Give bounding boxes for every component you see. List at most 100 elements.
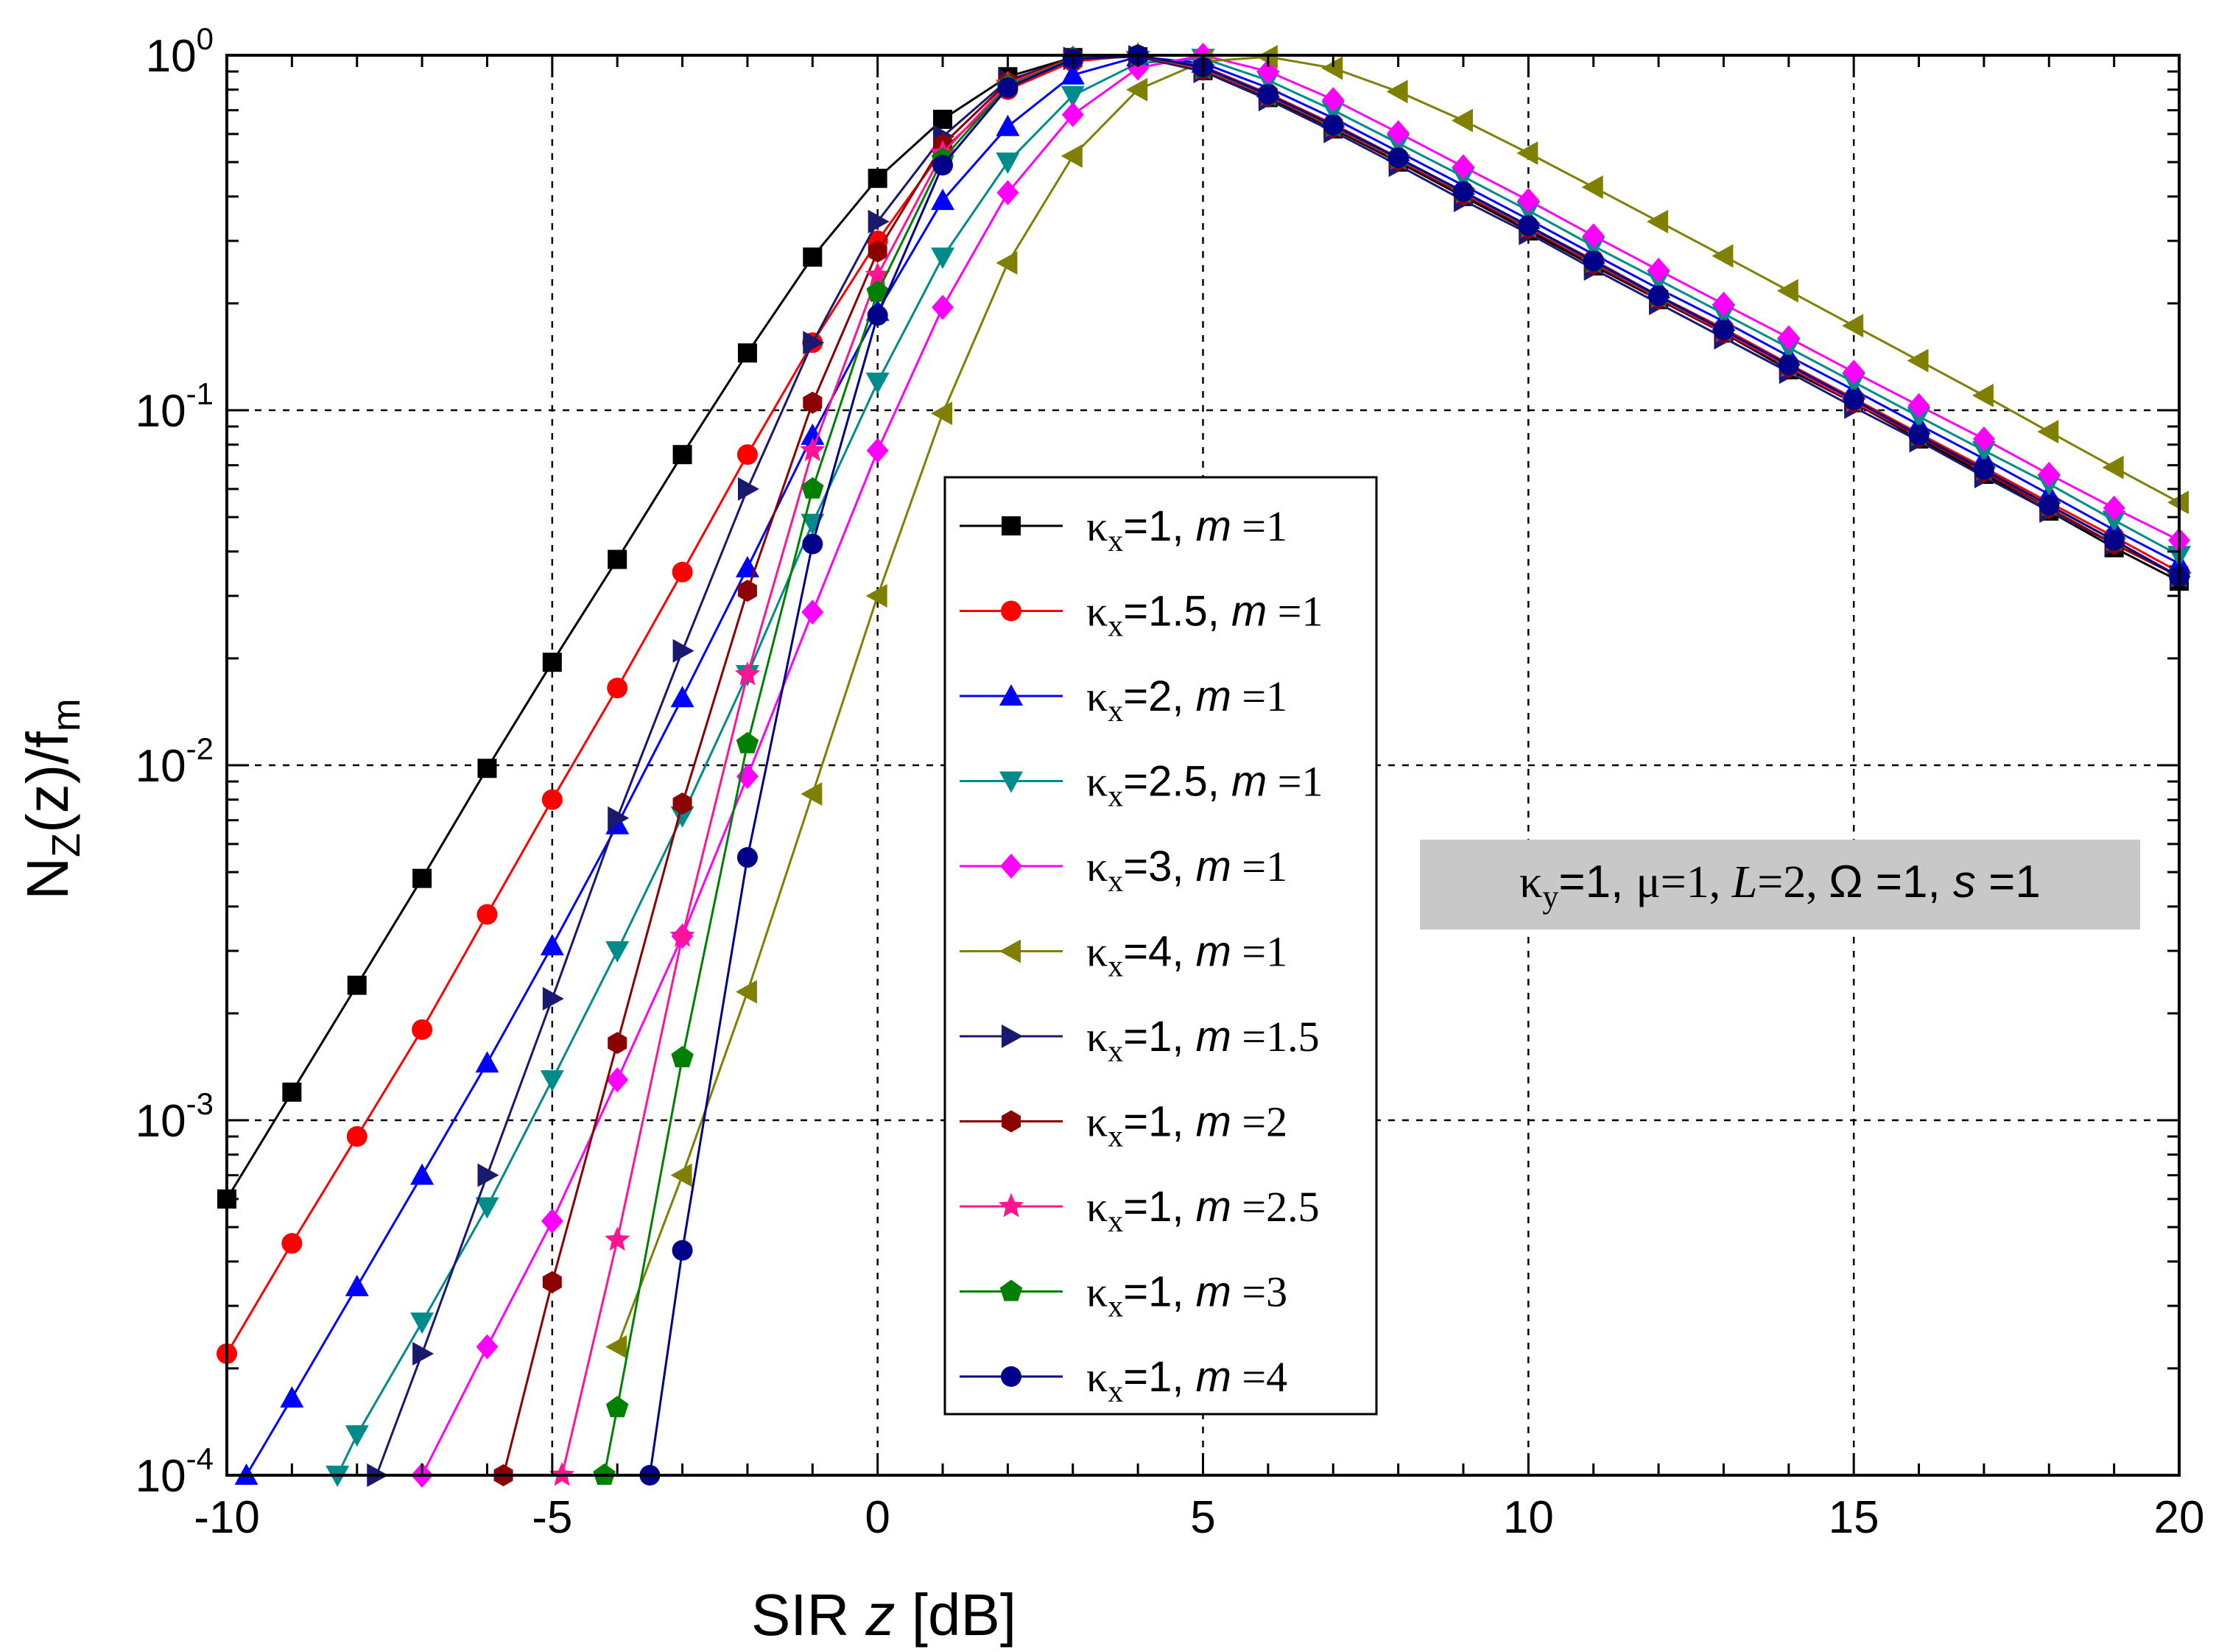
data-point bbox=[737, 477, 759, 501]
data-point bbox=[1061, 102, 1084, 127]
legend-marker bbox=[1000, 854, 1022, 879]
data-point bbox=[1386, 80, 1408, 104]
x-tick-label: -10 bbox=[194, 1492, 260, 1543]
y-tick-base: 10 bbox=[136, 386, 186, 437]
data-point bbox=[866, 437, 889, 463]
y-tick-label: 10-1 bbox=[136, 376, 214, 437]
y-tick-base: 10 bbox=[146, 31, 197, 82]
x-tick-label: 15 bbox=[1829, 1492, 1879, 1543]
data-point bbox=[932, 155, 954, 176]
legend-kappa-val: =4, bbox=[1123, 928, 1195, 976]
series-layer bbox=[217, 42, 2192, 1488]
legend-label: κx=1, m =2 bbox=[1086, 1098, 1287, 1154]
data-point bbox=[1842, 314, 1864, 338]
annotation-L-var: L bbox=[1731, 857, 1757, 907]
data-point bbox=[2039, 494, 2060, 516]
data-point bbox=[1518, 215, 1539, 236]
x-tick-labels: -10 -5 0 5 10 15 20 bbox=[194, 1492, 2204, 1543]
y-tick-label: 10-3 bbox=[136, 1086, 214, 1147]
legend-label: κx=1, m =4 bbox=[1086, 1353, 1287, 1409]
data-point bbox=[475, 1051, 499, 1073]
legend-kappa-val: =1, bbox=[1123, 1098, 1195, 1146]
legend-kappa-sub: x bbox=[1108, 1375, 1123, 1409]
legend-kappa-val: =1, bbox=[1123, 1268, 1195, 1316]
legend-kappa-sub: x bbox=[1108, 1120, 1123, 1154]
data-point bbox=[1387, 147, 1409, 169]
legend-item: κx=4, m =1 bbox=[960, 928, 1287, 984]
annotation-kappa: κ bbox=[1519, 857, 1542, 907]
legend-label: κx=1, m =3 bbox=[1086, 1268, 1287, 1324]
data-point bbox=[801, 513, 825, 535]
legend-kappa-sub: x bbox=[1108, 695, 1123, 728]
legend-label: κx=1, m =1.5 bbox=[1086, 1013, 1320, 1069]
data-point bbox=[1452, 154, 1474, 180]
data-point bbox=[608, 806, 630, 830]
legend-kappa: κ bbox=[1086, 843, 1108, 890]
data-point bbox=[2103, 530, 2125, 551]
legend-kappa-val: =2.5, bbox=[1123, 758, 1231, 806]
data-point bbox=[1843, 359, 1865, 385]
x-tick-label: 0 bbox=[865, 1492, 890, 1543]
legend-marker bbox=[998, 1193, 1024, 1217]
series-10 bbox=[593, 43, 2191, 1485]
legend-kappa-val: =1, bbox=[1123, 1013, 1195, 1061]
data-point bbox=[2102, 510, 2126, 532]
legend-m-val: =3 bbox=[1231, 1268, 1287, 1316]
data-point bbox=[803, 391, 823, 414]
legend-item: κx=1, m =2.5 bbox=[960, 1183, 1320, 1239]
data-point bbox=[607, 678, 628, 699]
legend-kappa-sub: x bbox=[1108, 1205, 1123, 1239]
legend-item: κx=2.5, m =1 bbox=[960, 758, 1323, 814]
annotation-mu: μ=1, bbox=[1636, 857, 1732, 907]
legend-kappa-sub: x bbox=[1108, 950, 1123, 984]
data-point bbox=[933, 109, 953, 129]
data-point bbox=[476, 1334, 499, 1360]
data-point bbox=[670, 686, 694, 708]
legend-item: κx=1, m =4 bbox=[960, 1353, 1287, 1409]
data-point bbox=[801, 600, 824, 625]
data-point bbox=[1648, 285, 1670, 306]
data-point bbox=[1060, 85, 1085, 108]
parameter-annotation: κy=1, μ=1, L=2, Ω =1, s =1 bbox=[1420, 840, 2140, 929]
data-point bbox=[672, 639, 694, 663]
data-point bbox=[540, 934, 564, 956]
data-point bbox=[931, 247, 955, 270]
data-point bbox=[865, 372, 890, 394]
data-point bbox=[477, 1163, 499, 1187]
data-point bbox=[605, 1335, 627, 1359]
x-axis-title-var: z bbox=[865, 1582, 896, 1648]
legend-kappa: κ bbox=[1086, 672, 1108, 720]
data-point bbox=[280, 1386, 304, 1408]
data-point bbox=[1582, 223, 1605, 249]
data-point bbox=[410, 1163, 435, 1185]
data-point bbox=[1907, 393, 1930, 418]
data-point bbox=[866, 280, 889, 302]
legend-item: κx=1, m =2 bbox=[960, 1098, 1287, 1154]
data-point bbox=[1322, 87, 1345, 113]
data-point bbox=[476, 904, 498, 925]
data-point bbox=[282, 1082, 302, 1102]
legend-kappa-val: =1.5, bbox=[1123, 588, 1231, 636]
data-point bbox=[606, 1067, 629, 1093]
legend-kappa-sub: x bbox=[1108, 1290, 1123, 1324]
y-tick-base: 10 bbox=[136, 1451, 186, 1502]
data-point bbox=[1452, 181, 1474, 203]
data-point bbox=[1971, 440, 1996, 463]
x-tick-label: 20 bbox=[2154, 1492, 2205, 1543]
y-tick-base: 10 bbox=[136, 741, 186, 792]
data-point bbox=[412, 1341, 435, 1365]
data-point bbox=[736, 444, 758, 465]
data-point bbox=[2038, 461, 2061, 487]
data-point bbox=[737, 343, 757, 363]
data-point bbox=[2102, 455, 2124, 479]
series-11 bbox=[639, 45, 2189, 1486]
legend-m-var: m bbox=[1196, 1098, 1231, 1146]
data-point bbox=[931, 401, 953, 426]
legend-kappa-sub: x bbox=[1108, 1035, 1123, 1069]
data-point bbox=[801, 423, 825, 446]
y-tick-exponent: -1 bbox=[186, 376, 214, 411]
legend-marker bbox=[1002, 1110, 1021, 1133]
data-point bbox=[800, 437, 826, 462]
legend-label: κx=3, m =1 bbox=[1086, 843, 1287, 899]
